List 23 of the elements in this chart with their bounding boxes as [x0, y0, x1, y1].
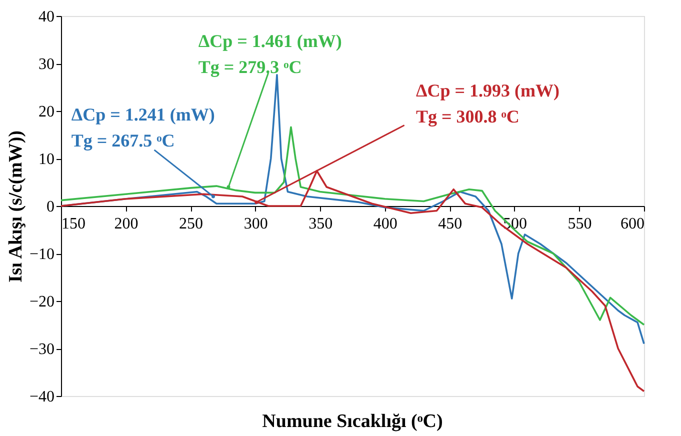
annotation: ΔCp = 1.461 (mW) Tg = 279.3 ᵒC: [198, 31, 342, 78]
x-tick-label: 600: [620, 216, 644, 232]
annotation: ΔCp = 1.241 (mW) Tg = 267.5 ᵒC: [71, 104, 215, 150]
y-tick-label: −20: [29, 294, 54, 310]
annotation: ΔCp = 1.993 (mW) Tg = 300.8 ᵒC: [416, 80, 560, 126]
x-tick-label: 400: [373, 216, 398, 232]
x-tick-label: 550: [568, 216, 592, 232]
x-tick-label: 350: [308, 216, 333, 232]
x-axis-title: Numune Sıcaklığı (ᵒC): [262, 411, 443, 432]
y-tick-label: 20: [38, 104, 54, 120]
y-tick-label: −10: [29, 246, 54, 263]
y-tick-label: 0: [46, 198, 54, 216]
x-tick-label: 200: [114, 216, 138, 232]
y-tick-label: −40: [29, 388, 54, 406]
y-axis-title: Isı Akışı (s/c(mW)): [5, 130, 26, 282]
x-tick-label: 150: [62, 216, 86, 232]
y-tick-label: 10: [38, 151, 54, 168]
x-tick-label: 450: [438, 216, 462, 232]
y-tick-label: −30: [29, 341, 54, 358]
x-tick-label: 300: [244, 216, 268, 232]
y-tick-label: 40: [38, 8, 54, 26]
x-tick-label: 250: [179, 216, 204, 232]
y-tick-label: 30: [38, 56, 54, 73]
